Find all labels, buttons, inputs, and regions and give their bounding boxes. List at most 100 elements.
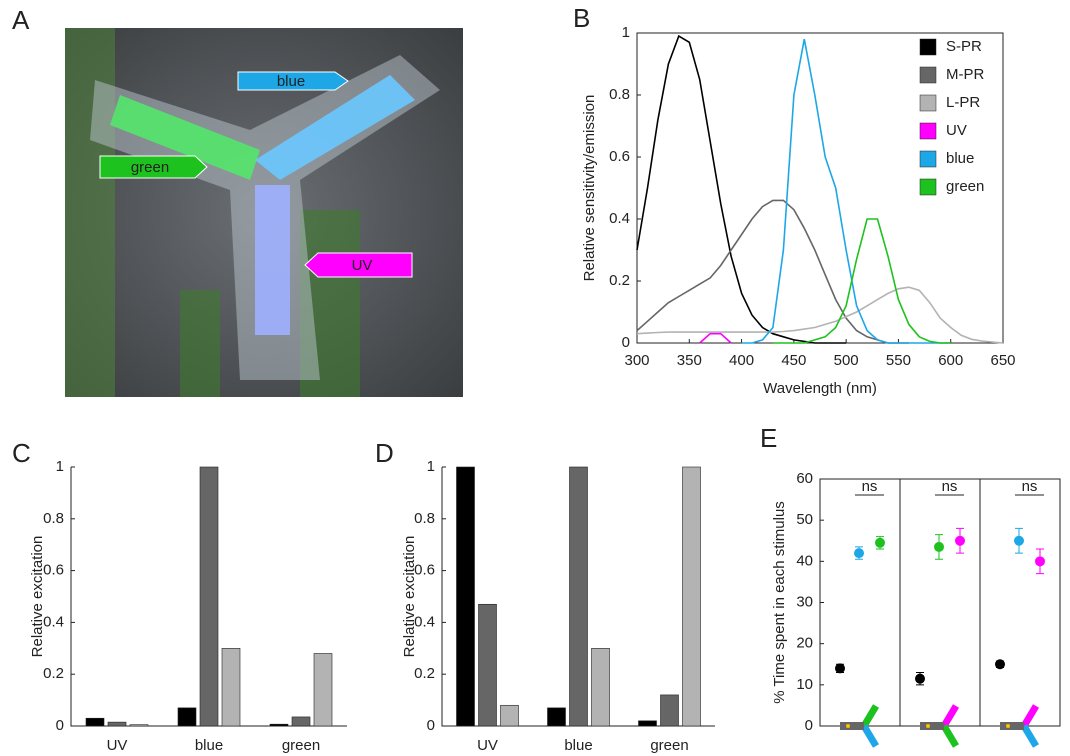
panel-label: E bbox=[760, 423, 777, 453]
x-tick-label: 500 bbox=[834, 352, 859, 369]
icon-stem bbox=[1000, 722, 1024, 730]
panel-label: C bbox=[12, 438, 31, 468]
bar bbox=[291, 716, 311, 727]
icon-fly bbox=[846, 724, 850, 728]
y-tick-label: 60 bbox=[796, 470, 813, 487]
lego bbox=[180, 290, 220, 397]
arrow-green bbox=[99, 155, 208, 179]
x-tick-label: 400 bbox=[729, 352, 754, 369]
x-tick-label: blue bbox=[564, 737, 592, 754]
x-tick-label: 550 bbox=[886, 352, 911, 369]
legend-label: L-PR bbox=[946, 94, 980, 111]
icon-arm bbox=[860, 704, 880, 728]
x-axis-label: Wavelength (nm) bbox=[763, 380, 877, 397]
x-tick-label: 650 bbox=[990, 352, 1015, 369]
x-tick-label: 300 bbox=[624, 352, 649, 369]
y-axis-label: Relative sensitivity/emission bbox=[581, 95, 598, 282]
panel-label: B bbox=[573, 3, 590, 33]
x-tick-label: UV bbox=[107, 737, 128, 754]
icon-arm bbox=[1020, 704, 1040, 728]
arrow-label: green bbox=[131, 159, 169, 176]
y-tick-label: 1 bbox=[622, 24, 630, 41]
bar bbox=[85, 717, 105, 727]
y-tick-label: 20 bbox=[796, 635, 813, 652]
bar bbox=[591, 647, 610, 727]
y-tick-label: 0 bbox=[805, 717, 813, 734]
x-tick-label: blue bbox=[195, 737, 223, 754]
series-line bbox=[636, 34, 847, 344]
bar bbox=[500, 704, 519, 727]
legend-swatch bbox=[919, 122, 937, 140]
y-tick-label: 0.2 bbox=[43, 665, 64, 682]
panel-label: D bbox=[375, 438, 394, 468]
icon-fly bbox=[1006, 724, 1010, 728]
y-tick-label: 0.8 bbox=[609, 86, 630, 103]
legend-swatch bbox=[919, 94, 937, 112]
legend-label: M-PR bbox=[946, 66, 984, 83]
y-tick-label: 40 bbox=[796, 552, 813, 569]
y-tick-label: 0.2 bbox=[609, 272, 630, 289]
arrow-label: UV bbox=[352, 257, 373, 274]
y-tick-label: 1 bbox=[427, 458, 435, 475]
legend-swatch bbox=[919, 38, 937, 56]
arrow-label: blue bbox=[277, 73, 305, 90]
y-tick-label: 1 bbox=[56, 458, 64, 475]
x-tick-label: green bbox=[282, 737, 320, 754]
y-tick-label: 0 bbox=[56, 717, 64, 734]
bar bbox=[177, 707, 197, 727]
bar bbox=[129, 724, 149, 727]
point bbox=[835, 663, 845, 674]
icon-arm bbox=[860, 724, 880, 748]
point bbox=[915, 673, 925, 684]
uv-arm bbox=[255, 185, 290, 335]
arrow-blue bbox=[237, 71, 349, 91]
x-tick-label: 600 bbox=[938, 352, 963, 369]
legend-swatch bbox=[919, 178, 937, 196]
y-tick-label: 0.4 bbox=[414, 613, 435, 630]
y-tick-label: 0 bbox=[427, 717, 435, 734]
y-tick-label: 0.4 bbox=[609, 210, 630, 227]
legend-swatch bbox=[919, 66, 937, 84]
bar bbox=[569, 466, 588, 727]
icon-stem bbox=[840, 722, 864, 730]
series-line bbox=[636, 199, 909, 344]
bar bbox=[221, 647, 241, 727]
legend-swatch bbox=[919, 150, 937, 168]
y-tick-label: 0.8 bbox=[414, 510, 435, 527]
legend-label: S-PR bbox=[946, 38, 982, 55]
legend-label: green bbox=[946, 178, 984, 195]
bar bbox=[478, 603, 497, 727]
y-tick-label: 50 bbox=[796, 511, 813, 528]
y-tick-label: 0.2 bbox=[414, 665, 435, 682]
bar bbox=[547, 707, 566, 727]
y-tick-label: 0.4 bbox=[43, 613, 64, 630]
arrow-uv bbox=[304, 252, 413, 278]
bar bbox=[199, 466, 219, 727]
y-axis-label: % Time spent in each stimulus bbox=[771, 501, 788, 704]
y-axis-label: Relative excitation bbox=[401, 536, 418, 658]
series-line bbox=[699, 332, 732, 344]
axes bbox=[441, 467, 715, 727]
point bbox=[1035, 556, 1045, 567]
annotation: ns bbox=[1022, 478, 1038, 495]
x-tick-label: 450 bbox=[781, 352, 806, 369]
bar bbox=[313, 653, 333, 727]
blue-arm bbox=[255, 75, 415, 180]
x-tick-label: 350 bbox=[677, 352, 702, 369]
bar bbox=[269, 723, 289, 727]
axes bbox=[70, 467, 347, 727]
icon-arm bbox=[1020, 724, 1040, 748]
y-tick-label: 0.6 bbox=[414, 562, 435, 579]
panel-label: A bbox=[12, 5, 30, 35]
y-tick-label: 10 bbox=[796, 676, 813, 693]
bar bbox=[660, 694, 679, 727]
point bbox=[955, 535, 965, 546]
series-line bbox=[741, 39, 951, 344]
bar bbox=[107, 721, 127, 727]
x-tick-label: green bbox=[650, 737, 688, 754]
legend-label: UV bbox=[946, 122, 967, 139]
y-axis-label: Relative excitation bbox=[29, 536, 46, 658]
x-tick-label: UV bbox=[477, 737, 498, 754]
icon-arm bbox=[940, 704, 960, 728]
series-line bbox=[636, 286, 1004, 344]
